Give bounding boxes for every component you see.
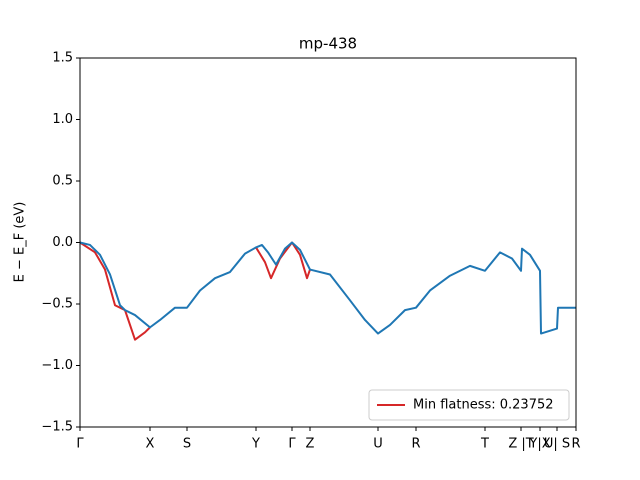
band-line [79, 241, 311, 341]
x-tick-label: T [480, 437, 489, 452]
x-tick-label: Y|X [528, 437, 550, 452]
x-tick-label: U [373, 437, 383, 452]
x-tick-label: R [411, 437, 420, 452]
y-tick-label: 0.0 [52, 235, 73, 250]
legend-label: Min flatness: 0.23752 [413, 398, 554, 413]
y-tick-label: −1.5 [41, 420, 73, 435]
x-tick-label: U| S [544, 437, 570, 452]
chart-title: mp-438 [299, 35, 357, 53]
x-tick-label: X [146, 437, 155, 452]
x-tick-label: Z |T [508, 437, 533, 452]
x-tick-label: Γ [76, 437, 84, 452]
plot-frame [79, 57, 577, 428]
y-tick-label: 1.5 [52, 51, 73, 66]
x-tick-label: S [183, 437, 191, 452]
y-tick-label: −0.5 [41, 297, 73, 312]
x-tick-label: Z [306, 437, 315, 452]
x-tick-label: Γ [288, 437, 296, 452]
y-axis-label: E − E_F (eV) [13, 202, 28, 283]
y-tick-label: 0.5 [52, 174, 73, 189]
legend-box [368, 389, 570, 421]
y-tick-label: 1.0 [52, 112, 73, 127]
y-tick-label: −1.0 [41, 358, 73, 373]
x-tick-label: R [571, 437, 580, 452]
x-tick-label: Y [251, 437, 260, 452]
band-line [79, 241, 576, 335]
